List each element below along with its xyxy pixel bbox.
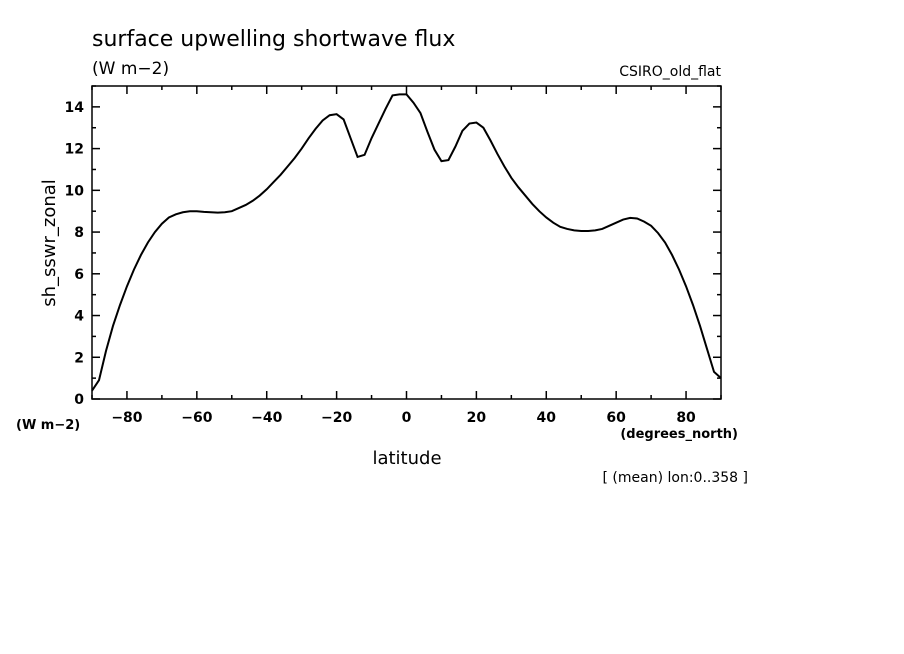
x-tick-label: 20 [467, 410, 487, 426]
x-axis-units: (degrees_north) [620, 427, 738, 442]
x-tick-label: 60 [606, 410, 626, 426]
y-tick-label: 4 [74, 309, 84, 325]
model-name: CSIRO_old_flat [619, 64, 721, 80]
y-tick-label: 12 [65, 142, 84, 158]
y-tick-label: 2 [74, 350, 84, 366]
x-tick-label: 40 [537, 410, 557, 426]
y-axis: 0 2 4 6 8 10 12 14 [65, 85, 721, 408]
y-tick-label: 14 [65, 100, 85, 116]
x-tick-label: −20 [321, 410, 352, 426]
y-axis-label: sh_sswr_zonal [39, 179, 60, 307]
series-line [91, 93, 722, 392]
y-tick-label: 0 [74, 392, 84, 408]
chart-title: surface upwelling shortwave flux [92, 27, 455, 52]
x-axis: −80 −60 −40 −20 0 20 40 60 80 [91, 86, 722, 426]
x-tick-label: −40 [251, 410, 282, 426]
y-tick-label: 10 [65, 183, 85, 199]
x-axis-label: latitude [372, 448, 441, 469]
averaging-note: [ (mean) lon:0..358 ] [603, 470, 748, 486]
y-tick-label: 8 [74, 225, 84, 241]
title-units: (W m−2) [92, 59, 169, 79]
x-tick-label: 0 [402, 410, 412, 426]
x-tick-label: 80 [676, 410, 696, 426]
y-tick-label: 6 [74, 267, 84, 283]
plot-frame [91, 85, 722, 400]
x-tick-label: −60 [181, 410, 212, 426]
x-tick-label: −80 [111, 410, 142, 426]
y-axis-units: (W m−2) [16, 418, 80, 433]
